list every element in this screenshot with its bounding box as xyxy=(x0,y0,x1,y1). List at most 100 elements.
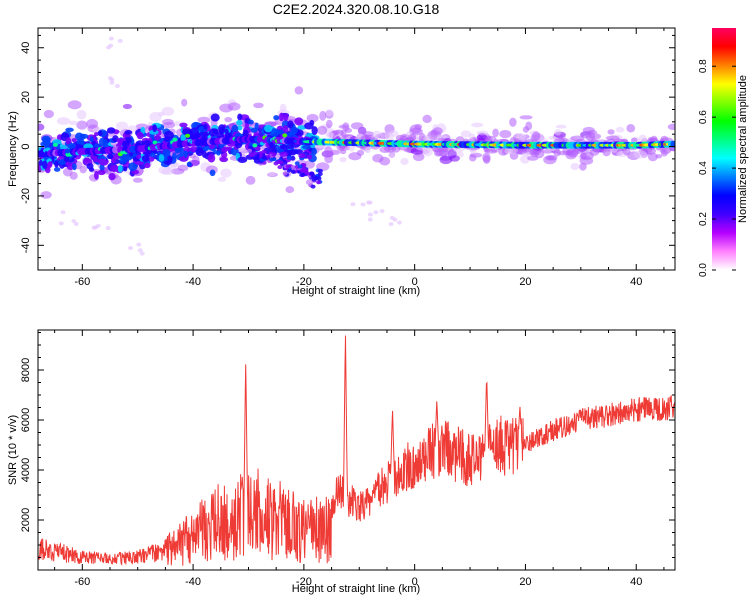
spectrogram-branch-cell xyxy=(261,155,267,160)
spectrogram-noise-cell xyxy=(231,124,239,134)
spectrogram-halo-cell xyxy=(422,114,432,124)
spectrogram-branch-cell xyxy=(301,168,307,173)
spectrogram-noise-cell xyxy=(97,169,106,176)
spectrogram-noise-cell xyxy=(219,156,229,163)
spectrogram-noise-cell xyxy=(201,146,209,152)
spectrogram-branch-cell xyxy=(286,155,292,160)
spectrogram-noise-cell xyxy=(244,123,250,129)
spectrogram-halo-cell xyxy=(197,116,211,123)
spectrogram-halo-cell xyxy=(68,120,78,126)
spectrogram-noise-cell xyxy=(94,170,99,180)
spectrogram-halo-cell xyxy=(338,124,349,129)
spectrogram-halo-cell xyxy=(325,109,334,117)
spectrogram-noise-cell xyxy=(307,154,313,160)
spectrogram-tail-cell xyxy=(73,221,79,226)
spectrogram-halo-cell xyxy=(622,147,631,156)
spectrogram-halo-cell xyxy=(638,134,647,144)
spectrogram-tail-cell xyxy=(91,225,97,230)
spectrogram-branch-cell xyxy=(247,148,253,153)
spectrogram-noise-cell xyxy=(283,113,289,121)
spectrogram-halo-cell xyxy=(253,102,264,109)
spectrogram-halo-cell xyxy=(471,122,484,128)
spectrogram-noise-cell xyxy=(118,158,128,164)
spectrogram-noise-cell xyxy=(237,156,248,163)
spectrogram-y-axis-label: Frequency (Hz) xyxy=(7,111,19,187)
spectrogram-noise-cell xyxy=(109,165,120,173)
spectrogram-noise-cell xyxy=(290,126,298,135)
spectrogram-halo-cell xyxy=(579,156,594,165)
spectrogram-noise-cell xyxy=(183,150,188,158)
spectrogram-noise-cell xyxy=(254,122,259,131)
spectrogram-halo-cell xyxy=(227,102,241,111)
spectrogram-noise-cell xyxy=(58,159,66,166)
spectrogram-tail-cell xyxy=(367,212,373,217)
spectrogram-halo-cell xyxy=(555,124,567,129)
spectrogram-noise-cell xyxy=(273,115,280,121)
spectrogram-noise-cell xyxy=(311,147,317,156)
spectrogram-tail-cell xyxy=(107,76,113,81)
spectrogram-noise-cell xyxy=(264,124,273,133)
spectrogram-y-tick-label: 40 xyxy=(20,42,32,54)
figure-title: C2E2.2024.320.08.10.G18 xyxy=(273,1,440,17)
spectrogram-noise-cell xyxy=(42,160,48,169)
spectrogram-halo-cell xyxy=(605,135,620,141)
spectrogram-noise-cell xyxy=(148,156,155,162)
spectrogram-halo-cell xyxy=(319,110,327,121)
spectrogram-halo-cell xyxy=(285,186,295,194)
spectrogram-noise-cell xyxy=(311,126,318,136)
spectrogram-noise-cell xyxy=(131,169,140,175)
spectrogram-halo-cell xyxy=(570,135,585,142)
spectrogram-branch-cell xyxy=(269,157,275,162)
spectrogram-tail-cell xyxy=(95,223,101,228)
spectrogram-noise-cell xyxy=(298,153,306,159)
spectrogram-halo-cell xyxy=(400,158,409,166)
spectrogram-halo-cell xyxy=(217,176,227,182)
spectrogram-noise-cell xyxy=(309,119,315,126)
spectrogram-branch-cell xyxy=(249,153,255,158)
spectrogram-halo-cell xyxy=(40,191,52,199)
spectrogram-tail-cell xyxy=(373,210,379,215)
spectrogram-noise-cell xyxy=(224,146,232,151)
snr-x-tick-label: -20 xyxy=(296,576,312,588)
spectrogram-noise-cell xyxy=(86,163,94,170)
spectrogram-halo-cell xyxy=(602,148,611,157)
spectrogram-tail-cell xyxy=(105,226,111,231)
spectrogram-noise-cell xyxy=(248,119,254,125)
spectrogram-ridge-core xyxy=(282,133,288,138)
spectrogram-halo-cell xyxy=(520,154,530,164)
spectrogram-noise-cell xyxy=(186,161,192,167)
spectrogram-halo-cell xyxy=(579,162,587,171)
spectrogram-tail-cell xyxy=(128,246,134,251)
snr-plot-area xyxy=(38,330,675,570)
spectrogram-tail-cell xyxy=(139,251,145,256)
spectrogram-noise-cell xyxy=(123,166,128,172)
spectrogram-halo-cell xyxy=(135,123,149,130)
spectrogram-branch-cell xyxy=(294,161,300,166)
spectrogram-halo-cell xyxy=(615,126,625,133)
spectrogram-noise-cell xyxy=(164,160,173,165)
spectrogram-noise-cell xyxy=(152,124,157,133)
spectrogram-halo-cell xyxy=(306,113,319,123)
spectrogram-tail-cell xyxy=(388,222,394,227)
spectrogram-noise-cell xyxy=(107,154,114,160)
spectrogram-halo-cell xyxy=(350,122,364,130)
spectrogram-tail-cell xyxy=(106,45,112,50)
spectrogram-noise-cell xyxy=(98,130,103,137)
spectrogram-noise-cell xyxy=(53,167,61,172)
colorbar-label: Normalized spectral amplitude xyxy=(737,75,749,223)
spectrogram-noise-cell xyxy=(210,113,220,122)
spectrogram-halo-cell xyxy=(340,129,347,138)
spectrogram-halo-cell xyxy=(515,132,526,141)
spectrogram-halo-cell xyxy=(122,103,132,110)
spectrogram-halo-cell xyxy=(667,123,675,130)
spectrogram-noise-cell xyxy=(158,154,165,162)
spectrogram-noise-cell xyxy=(203,123,208,130)
spectrogram-noise-cell xyxy=(212,128,219,134)
spectrogram-halo-cell xyxy=(385,131,394,142)
spectrogram-halo-cell xyxy=(409,133,417,141)
spectrogram-branch-cell xyxy=(253,156,259,161)
spectrogram-tail-cell xyxy=(367,217,373,222)
spectrogram-branch-cell xyxy=(276,160,282,165)
spectrogram-halo-cell xyxy=(245,175,256,185)
spectrogram-tail-cell xyxy=(117,38,123,43)
